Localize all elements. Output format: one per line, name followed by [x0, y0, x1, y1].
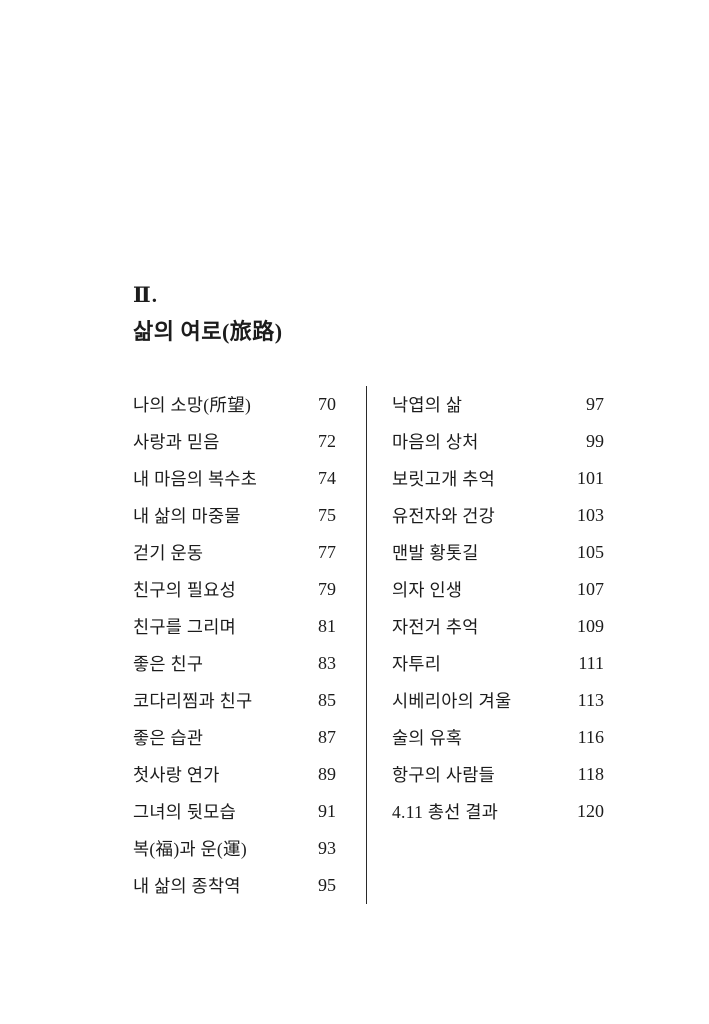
toc-entry-title: 자투리	[392, 654, 442, 674]
toc-entry: 친구를 그리며 81	[133, 608, 336, 645]
toc-entry: 복(福)과 운(運) 93	[133, 830, 336, 867]
toc-entry-page: 113	[577, 690, 604, 710]
toc-entry-page: 118	[577, 764, 604, 784]
toc-entry-title: 마음의 상처	[392, 432, 479, 452]
toc-entry-title: 내 마음의 복수초	[133, 469, 258, 489]
toc-entry: 내 마음의 복수초 74	[133, 460, 336, 497]
toc-entry: 좋은 습관 87	[133, 719, 336, 756]
toc-entry: 시베리아의 겨울 113	[392, 682, 604, 719]
toc-entry-page: 103	[577, 505, 604, 525]
toc-entry-title: 항구의 사람들	[392, 765, 496, 785]
toc-entry-title: 유전자와 건강	[392, 506, 496, 526]
toc-entry: 4.11 총선 결과 120	[392, 793, 604, 830]
toc-entry-title: 친구의 필요성	[133, 580, 237, 600]
toc-entry-page: 77	[318, 542, 336, 562]
toc-entry: 내 삶의 마중물 75	[133, 497, 336, 534]
toc-entry-page: 116	[577, 727, 604, 747]
toc-entry: 걷기 운동 77	[133, 534, 336, 571]
toc-entry: 나의 소망(所望) 70	[133, 386, 336, 423]
toc-entry: 코다리찜과 친구 85	[133, 682, 336, 719]
toc-entry-page: 85	[318, 690, 336, 710]
toc-entry-page: 97	[586, 394, 604, 414]
toc-entry-title: 사랑과 믿음	[133, 432, 220, 452]
toc-entry-title: 낙엽의 삶	[392, 395, 463, 415]
toc-entry: 낙엽의 삶 97	[392, 386, 604, 423]
toc-entry: 사랑과 믿음 72	[133, 423, 336, 460]
toc-entry-title: 내 삶의 마중물	[133, 506, 241, 526]
toc-entry-page: 75	[318, 505, 336, 525]
toc-entry-page: 74	[318, 468, 336, 488]
toc-entry-page: 107	[577, 579, 604, 599]
toc-entry-title: 복(福)과 운(運)	[133, 839, 247, 859]
toc-entry-title: 맨발 황톳길	[392, 543, 479, 563]
toc-entry-page: 93	[318, 838, 336, 858]
section-header: Ⅱ. 삶의 여로(旅路)	[133, 283, 283, 346]
toc-entry-title: 친구를 그리며	[133, 617, 237, 637]
toc-entry-page: 95	[318, 875, 336, 895]
toc-entry-title: 술의 유혹	[392, 728, 463, 748]
toc-entry-title: 좋은 친구	[133, 654, 204, 674]
toc-entry-page: 99	[586, 431, 604, 451]
toc-entry: 마음의 상처 99	[392, 423, 604, 460]
toc-entry-page: 101	[577, 468, 604, 488]
toc-entry: 의자 인생 107	[392, 571, 604, 608]
toc-entry-title: 좋은 습관	[133, 728, 204, 748]
toc-entry: 내 삶의 종착역 95	[133, 867, 336, 904]
toc-entry-page: 105	[577, 542, 604, 562]
toc-entry-page: 89	[318, 764, 336, 784]
toc-entry-page: 120	[577, 801, 604, 821]
toc-column-left: 나의 소망(所望) 70 사랑과 믿음 72 내 마음의 복수초 74 내 삶의…	[133, 386, 336, 904]
toc-entry-title: 코다리찜과 친구	[133, 691, 253, 711]
toc-entry: 그녀의 뒷모습 91	[133, 793, 336, 830]
toc-entry: 유전자와 건강 103	[392, 497, 604, 534]
toc-entry: 친구의 필요성 79	[133, 571, 336, 608]
table-of-contents: 나의 소망(所望) 70 사랑과 믿음 72 내 마음의 복수초 74 내 삶의…	[133, 386, 604, 904]
toc-entry-page: 79	[318, 579, 336, 599]
toc-entry: 보릿고개 추억 101	[392, 460, 604, 497]
toc-entry-title: 나의 소망(所望)	[133, 395, 252, 415]
toc-entry-page: 72	[318, 431, 336, 451]
section-title: 삶의 여로(旅路)	[133, 319, 283, 345]
toc-entry-title: 그녀의 뒷모습	[133, 802, 237, 822]
toc-entry: 맨발 황톳길 105	[392, 534, 604, 571]
toc-entry-title: 시베리아의 겨울	[392, 691, 512, 711]
toc-entry: 자투리 111	[392, 645, 604, 682]
toc-entry-title: 의자 인생	[392, 580, 463, 600]
toc-entry-title: 4.11 총선 결과	[392, 802, 499, 822]
toc-entry-page: 91	[318, 801, 336, 821]
toc-entry-page: 111	[578, 653, 604, 673]
toc-entry: 첫사랑 연가 89	[133, 756, 336, 793]
toc-entry: 자전거 추억 109	[392, 608, 604, 645]
toc-entry-title: 보릿고개 추억	[392, 469, 496, 489]
toc-entry-page: 81	[318, 616, 336, 636]
section-number: Ⅱ.	[133, 283, 158, 307]
toc-entry-page: 83	[318, 653, 336, 673]
toc-entry: 술의 유혹 116	[392, 719, 604, 756]
toc-entry-title: 첫사랑 연가	[133, 765, 220, 785]
toc-entry-title: 내 삶의 종착역	[133, 876, 241, 896]
toc-entry: 좋은 친구 83	[133, 645, 336, 682]
toc-column-right: 낙엽의 삶 97 마음의 상처 99 보릿고개 추억 101 유전자와 건강 1…	[392, 386, 604, 904]
toc-entry-title: 자전거 추억	[392, 617, 479, 637]
toc-entry-page: 109	[577, 616, 604, 636]
toc-entry-title: 걷기 운동	[133, 543, 204, 563]
toc-entry-page: 87	[318, 727, 336, 747]
column-divider	[366, 386, 367, 904]
toc-entry-page: 70	[318, 394, 336, 414]
toc-entry: 항구의 사람들 118	[392, 756, 604, 793]
